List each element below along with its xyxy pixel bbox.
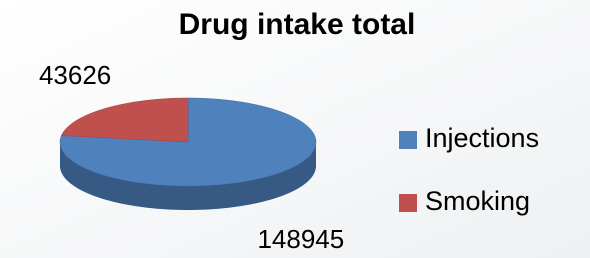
legend-swatch	[399, 131, 417, 149]
data-label: 43626	[39, 60, 111, 90]
chart-title: Drug intake total	[179, 8, 416, 41]
data-label: 148945	[257, 224, 344, 254]
legend-label: Injections	[425, 123, 539, 153]
legend-swatch	[399, 194, 417, 212]
page: {"chart_data": {"type": "pie", "title": …	[0, 0, 590, 258]
legend-label: Smoking	[425, 186, 530, 216]
chart: Drug intake total 148945 43626 Injections S…	[0, 0, 590, 258]
